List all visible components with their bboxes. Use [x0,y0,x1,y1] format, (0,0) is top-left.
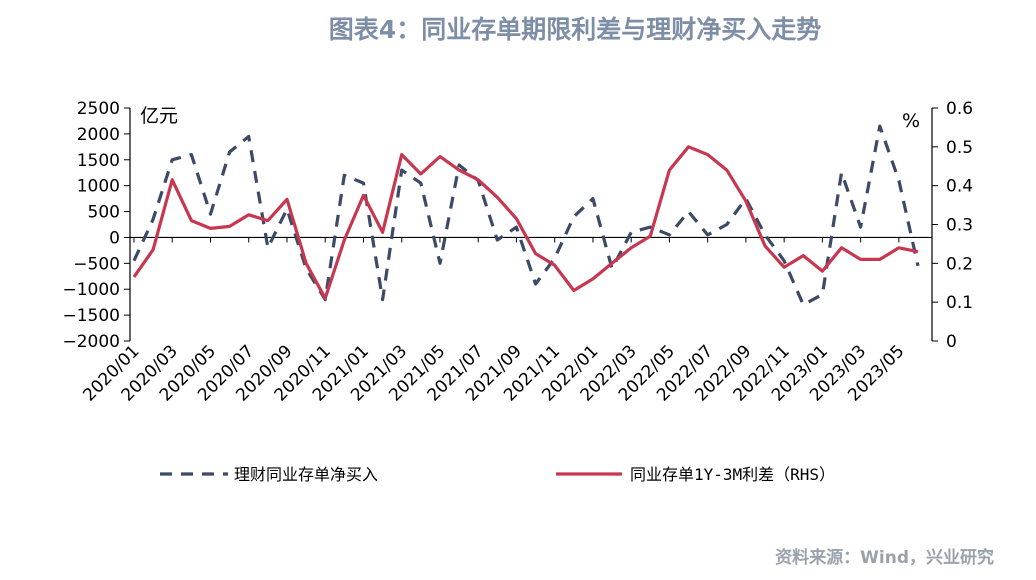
left-axis-ticks: 2500 2000 1500 1000 500 0 −500 −1000 −1500 −2000 [62,99,130,352]
chart-axes [129,108,933,341]
right-tick-label: 0 [946,332,957,352]
right-tick-label: 0.1 [946,293,973,313]
chart-title: 图表4：同业存单期限利差与理财净买入走势 [328,15,822,44]
legend-label-net-purchase: 理财同业存单净买入 [234,465,378,484]
right-axis-unit: % [902,110,920,132]
left-tick-label: −500 [73,254,120,274]
left-tick-label: 500 [88,203,120,223]
left-tick-label: −2000 [62,332,120,352]
right-axis-ticks: 0.6 0.5 0.4 0.3 0.2 0.1 0 [932,99,973,352]
legend-label-spread: 同业存单1Y-3M利差（RHS） [630,465,835,484]
left-tick-label: 1500 [77,151,120,171]
source-note: 资料来源：Wind，兴业研究 [775,548,994,568]
left-tick-label: 2000 [77,125,120,145]
left-tick-label: −1500 [62,306,120,326]
left-tick-label: 2500 [77,99,120,119]
right-tick-label: 0.5 [946,138,973,158]
legend: 理财同业存单净买入 同业存单1Y-3M利差（RHS） [160,465,835,484]
left-axis-unit: 亿元 [140,105,178,127]
right-tick-label: 0.3 [946,216,973,236]
left-tick-label: 1000 [77,177,120,197]
right-tick-label: 0.4 [946,177,973,197]
series-lines [132,124,920,307]
left-tick-label: 0 [109,228,120,248]
right-tick-label: 0.6 [946,99,973,119]
series-line-spread [132,145,919,300]
left-tick-label: −1000 [62,280,120,300]
right-tick-label: 0.2 [946,254,973,274]
